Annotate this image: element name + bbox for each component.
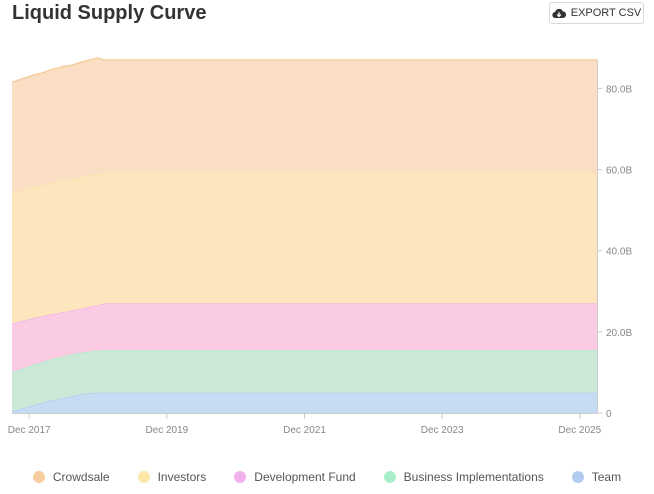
cloud-download-icon xyxy=(552,8,566,19)
legend-label: Development Fund xyxy=(254,470,356,484)
area-series-development-fund[interactable] xyxy=(12,303,597,373)
y-tick-label: 60.0B xyxy=(606,166,632,177)
supply-area-chart: Dec 2017 Dec 2019 Dec 2021 Dec 2023 Dec 2025… xyxy=(8,57,632,436)
y-tick-label: 80.0B xyxy=(606,84,632,95)
legend-marker xyxy=(571,471,584,483)
x-tick-label: Dec 2023 xyxy=(421,425,464,436)
y-tick-label: 20.0B xyxy=(606,328,632,339)
y-tick-label: 0 xyxy=(606,409,612,420)
y-axis: 0 20.0B 40.0B 60.0B 80.0B xyxy=(597,60,632,420)
legend-item-business-implementations[interactable]: Business Implementations xyxy=(383,470,544,484)
legend-label: Team xyxy=(591,470,622,484)
area-series-business-implementations[interactable] xyxy=(12,350,597,411)
x-tick-label: Dec 2021 xyxy=(283,425,326,436)
chart-title: Liquid Supply Curve xyxy=(12,2,207,24)
legend-label: Crowdsale xyxy=(52,470,110,484)
legend-marker xyxy=(383,471,396,483)
area-series-crowdsale[interactable] xyxy=(12,58,597,194)
chart-areas xyxy=(11,57,597,413)
area-series-investors[interactable] xyxy=(12,173,597,324)
legend-marker xyxy=(32,471,45,483)
legend-item-investors[interactable]: Investors xyxy=(137,470,207,484)
legend-marker xyxy=(137,471,150,483)
export-csv-label: EXPORT CSV xyxy=(570,7,642,19)
legend-label: Business Implementations xyxy=(403,470,544,484)
legend-item-development-fund[interactable]: Development Fund xyxy=(234,470,356,484)
export-csv-button[interactable]: EXPORT CSV xyxy=(549,2,644,24)
chart-legend: Crowdsale Investors Development Fund Busine… xyxy=(0,470,654,484)
y-tick-label: 40.0B xyxy=(606,247,632,258)
x-tick-label: Dec 2025 xyxy=(558,425,601,436)
legend-item-team[interactable]: Team xyxy=(571,470,622,484)
legend-label: Investors xyxy=(157,470,207,484)
legend-marker xyxy=(234,471,247,483)
x-axis: Dec 2017 Dec 2019 Dec 2021 Dec 2023 Dec 2025 xyxy=(8,413,602,436)
x-tick-label: Dec 2017 xyxy=(8,425,51,436)
x-tick-label: Dec 2019 xyxy=(145,425,188,436)
legend-item-crowdsale[interactable]: Crowdsale xyxy=(32,470,110,484)
area-edge-crowdsale xyxy=(11,57,597,84)
area-series-team[interactable] xyxy=(12,392,597,413)
